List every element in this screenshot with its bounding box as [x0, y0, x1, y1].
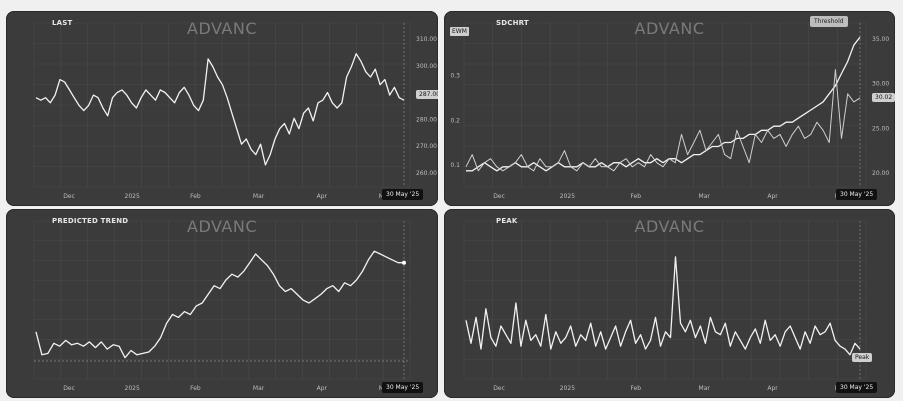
y-tick-label: 270.00	[416, 143, 437, 150]
x-tick-label: 2025	[125, 385, 140, 392]
y-tick-label: 30.00	[872, 81, 889, 88]
watermark: ADVANC	[634, 19, 705, 38]
y-tick-label: 25.00	[872, 125, 889, 132]
watermark: ADVANC	[187, 217, 257, 236]
x-tick-label: 2025	[560, 193, 575, 200]
x-tick-label: Feb	[190, 193, 201, 200]
last-value-label: 287.00	[416, 90, 438, 99]
end-date-label: 30 May '25	[382, 382, 424, 393]
x-tick-label: Feb	[630, 385, 641, 392]
series-end-point	[402, 260, 406, 265]
series-line	[466, 36, 861, 172]
series-line	[465, 69, 861, 172]
end-date-label: 30 May '25	[836, 382, 878, 393]
x-tick-label: Apr	[317, 193, 328, 200]
x-tick-label: 2025	[125, 193, 140, 200]
x-tick-label: Mar	[699, 385, 711, 392]
chart-title: SDCHRT	[496, 19, 529, 27]
chart-panel-peak: Dec2025FebMarAprMay PEAK ADVANC Peak 30 …	[444, 209, 895, 398]
last-value-label: 30.02	[872, 93, 895, 102]
chart-predicted-svg: Dec2025FebMarAprMay	[33, 220, 411, 392]
chart-title: LAST	[52, 19, 73, 27]
left-badge: EWM	[450, 27, 469, 36]
x-tick-label: Apr	[767, 385, 778, 392]
watermark: ADVANC	[187, 19, 257, 38]
x-tick-label: Mar	[253, 193, 265, 200]
chart-panel-last: Dec2025FebMarAprMay310.00300.00290.00280…	[6, 11, 438, 206]
x-tick-label: Apr	[317, 385, 328, 392]
x-tick-label: Dec	[63, 385, 75, 392]
y-tick-label: 260.00	[416, 170, 437, 177]
y-tick-label: 0.3	[450, 73, 460, 80]
x-tick-label: Dec	[63, 193, 75, 200]
x-tick-label: Dec	[493, 385, 505, 392]
x-tick-label: Feb	[190, 385, 201, 392]
series-line	[35, 53, 405, 166]
chart-title: PEAK	[496, 217, 518, 225]
chart-sdchart-svg: Dec2025FebMarAprMay35.0030.0025.0020.000…	[450, 22, 889, 200]
chart-title: PREDICTED TREND	[52, 217, 129, 225]
threshold-button[interactable]: Threshold	[810, 16, 848, 27]
y-tick-label: 20.00	[872, 170, 889, 177]
y-tick-label: 0.1	[450, 162, 460, 169]
y-tick-label: 0.2	[450, 117, 460, 124]
end-date-label: 30 May '25	[836, 189, 878, 200]
x-tick-label: Mar	[699, 193, 711, 200]
y-tick-label: 35.00	[872, 36, 889, 43]
chart-peak-svg: Dec2025FebMarAprMay	[463, 220, 867, 392]
series-line	[35, 250, 404, 359]
x-tick-label: Feb	[630, 193, 641, 200]
x-tick-label: Apr	[767, 193, 778, 200]
chart-last-svg: Dec2025FebMarAprMay310.00300.00290.00280…	[33, 22, 437, 200]
y-tick-label: 280.00	[416, 116, 437, 123]
x-tick-label: 2025	[560, 385, 575, 392]
series-line	[465, 256, 861, 356]
x-tick-label: Dec	[493, 193, 505, 200]
x-tick-label: Mar	[253, 385, 265, 392]
y-tick-label: 300.00	[416, 63, 437, 70]
y-tick-label: 310.00	[416, 36, 437, 43]
last-value-label: Peak	[852, 353, 873, 362]
watermark: ADVANC	[634, 217, 705, 236]
chart-panel-predicted: Dec2025FebMarAprMay PREDICTED TREND ADVA…	[6, 209, 438, 398]
end-date-label: 30 May '25	[382, 189, 424, 200]
chart-panel-sdchart: Dec2025FebMarAprMay35.0030.0025.0020.000…	[444, 11, 895, 206]
